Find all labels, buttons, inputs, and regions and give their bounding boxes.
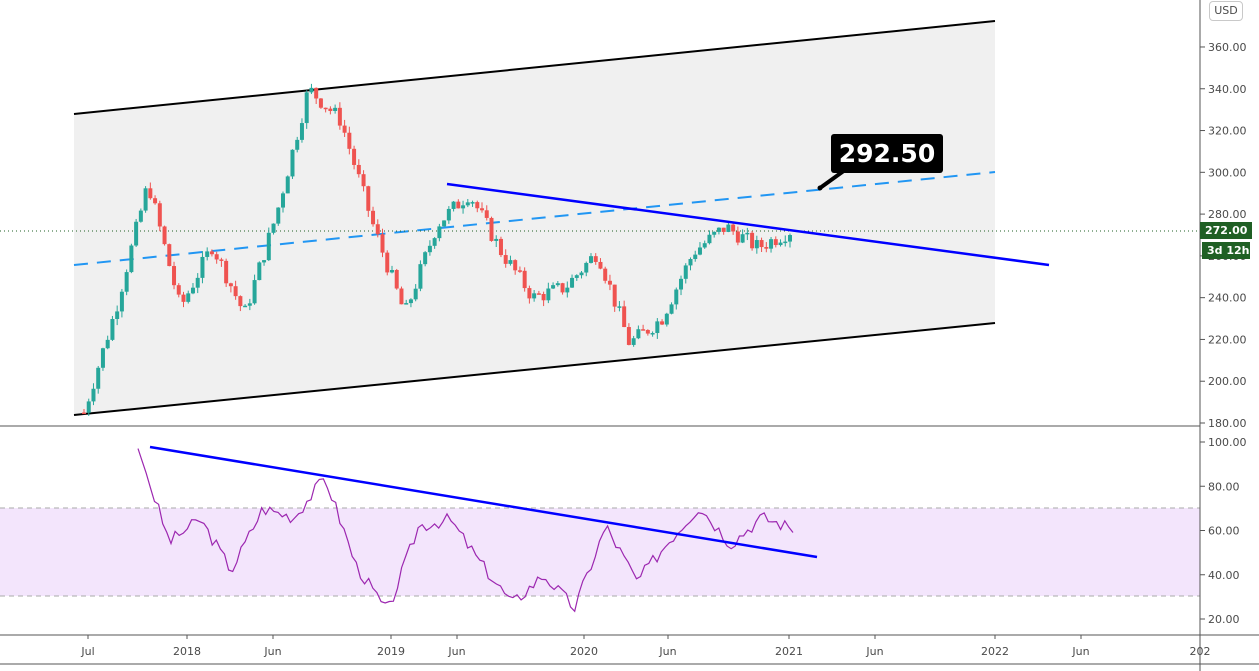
channel-midline[interactable] — [73, 171, 996, 266]
rsi-tick-label: 20.00 — [1208, 613, 1240, 626]
rsi-band — [0, 508, 1200, 596]
time-tick-label: Jun — [1071, 645, 1089, 658]
channel-lower-line[interactable] — [73, 322, 996, 416]
rsi-tick-label: 40.00 — [1208, 569, 1240, 582]
price-tick-label: 240.00 — [1208, 292, 1247, 305]
currency-badge[interactable]: USD — [1209, 1, 1243, 21]
rsi-tick-label: 60.00 — [1208, 525, 1240, 538]
candlestick-series — [82, 83, 792, 416]
time-tick-label: Jul — [80, 645, 94, 658]
callout-anchor — [817, 185, 823, 191]
time-tick-label: 2019 — [377, 645, 405, 658]
time-tick-label: 2020 — [570, 645, 598, 658]
time-axis[interactable]: Jul 2018 Jun 2019 Jun 2020 Jun 2021 Jun 2022 Jun 20… — [80, 635, 1211, 658]
last-price-label: 272.00 — [1200, 222, 1252, 239]
price-axis[interactable]: 180.00200.00220.00240.00260.00280.00300.… — [1200, 41, 1247, 430]
rsi-trendline[interactable] — [149, 445, 818, 559]
price-tick-label: 180.00 — [1208, 417, 1247, 430]
price-tick-label: 220.00 — [1208, 333, 1247, 346]
price-callout[interactable]: 292.50 — [831, 134, 943, 173]
price-trendline[interactable] — [446, 182, 1050, 267]
rsi-tick-label: 80.00 — [1208, 480, 1240, 493]
time-tick-label: Jun — [263, 645, 281, 658]
time-tick-label: 202 — [1190, 645, 1211, 658]
time-tick-label: Jun — [447, 645, 465, 658]
bar-countdown-label: 3d 12h — [1202, 242, 1250, 259]
channel-upper-line[interactable] — [73, 20, 996, 115]
time-tick-label: 2022 — [981, 645, 1009, 658]
time-tick-label: Jun — [865, 645, 883, 658]
price-panel[interactable] — [0, 20, 1200, 416]
price-tick-label: 360.00 — [1208, 41, 1247, 54]
price-tick-label: 320.00 — [1208, 125, 1247, 138]
price-tick-label: 280.00 — [1208, 208, 1247, 221]
time-tick-label: 2018 — [173, 645, 201, 658]
time-tick-label: 2021 — [775, 645, 803, 658]
price-tick-label: 300.00 — [1208, 166, 1247, 179]
time-tick-label: Jun — [658, 645, 676, 658]
price-tick-label: 200.00 — [1208, 375, 1247, 388]
rsi-axis[interactable]: 20.00 40.00 60.00 80.00 100.00 — [1200, 436, 1247, 626]
price-tick-label: 340.00 — [1208, 83, 1247, 96]
rsi-panel[interactable] — [0, 445, 1200, 613]
rsi-line — [137, 448, 794, 613]
callout-pointer — [818, 168, 847, 190]
rsi-tick-label: 100.00 — [1208, 436, 1247, 449]
